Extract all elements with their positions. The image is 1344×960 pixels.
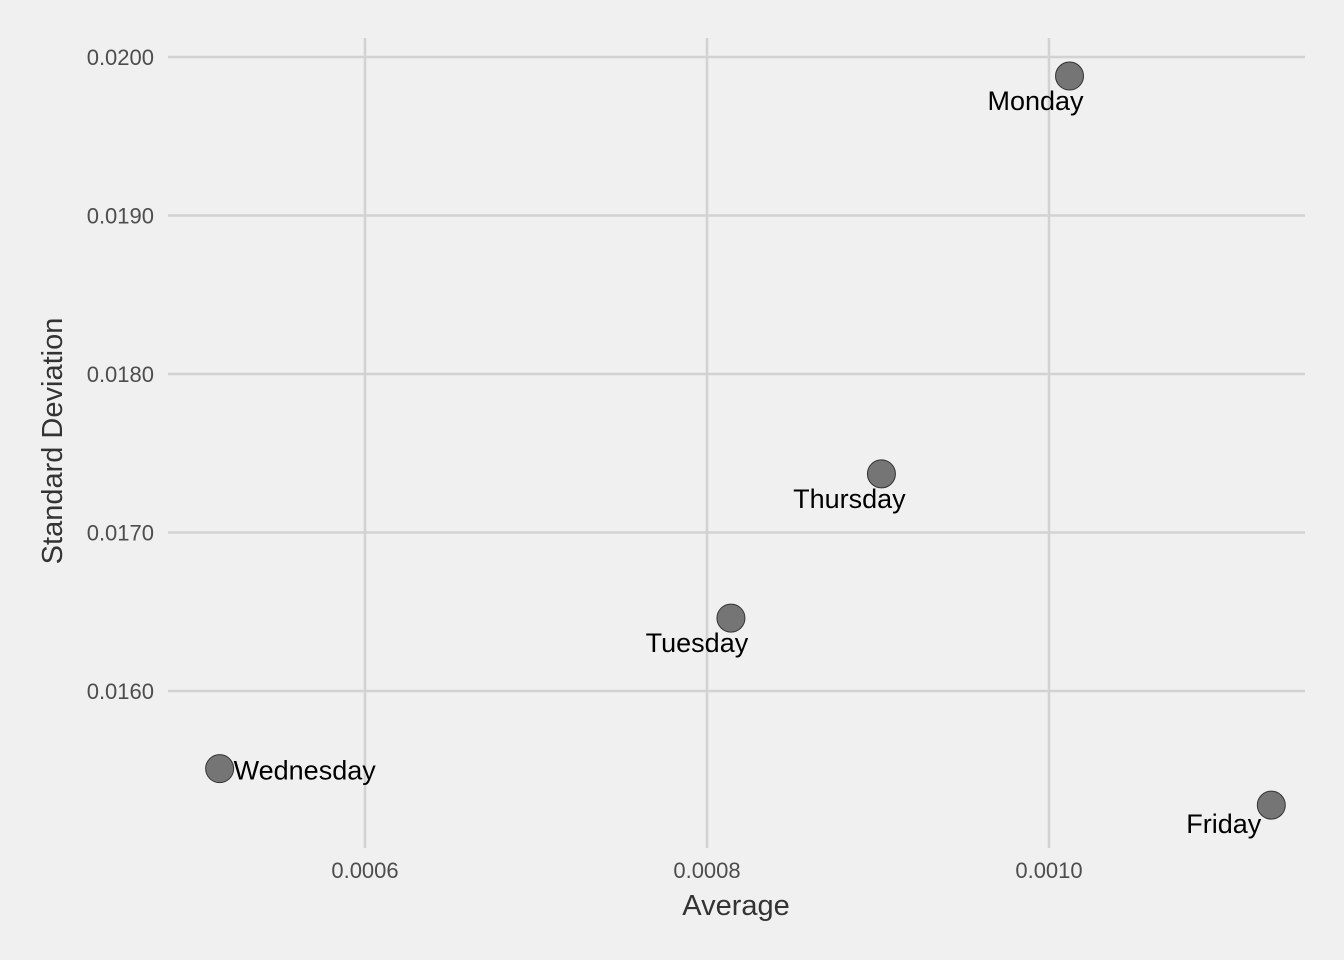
point-label-friday: Friday bbox=[1186, 809, 1262, 839]
y-axis-title: Standard Deviation bbox=[37, 318, 69, 565]
data-point-monday bbox=[1055, 61, 1085, 91]
x-tick-label: 0.0010 bbox=[1015, 858, 1082, 883]
x-tick-label: 0.0008 bbox=[673, 858, 740, 883]
data-point-wednesday bbox=[205, 754, 235, 784]
point-label-thursday: Thursday bbox=[793, 484, 906, 514]
point-labels: Monday Tuesday Wednesday Thursday Friday bbox=[234, 86, 1262, 839]
y-tick-label: 0.0200 bbox=[87, 45, 154, 70]
gridlines bbox=[168, 38, 1305, 848]
x-axis-title: Average bbox=[682, 890, 790, 922]
point-label-tuesday: Tuesday bbox=[646, 628, 749, 658]
point-label-monday: Monday bbox=[987, 86, 1084, 116]
y-tick-label: 0.0160 bbox=[87, 679, 154, 704]
data-point-tuesday bbox=[716, 603, 746, 633]
x-tick-label: 0.0006 bbox=[331, 858, 398, 883]
data-point-thursday bbox=[866, 459, 896, 489]
tick-labels: 0.0160 0.0170 0.0180 0.0190 0.0200 0.0006 0.00… bbox=[87, 45, 1083, 883]
y-tick-label: 0.0170 bbox=[87, 521, 154, 546]
point-label-wednesday: Wednesday bbox=[234, 756, 377, 786]
data-point-friday bbox=[1256, 790, 1286, 820]
y-tick-label: 0.0190 bbox=[87, 204, 154, 229]
y-tick-label: 0.0180 bbox=[87, 362, 154, 387]
data-points bbox=[205, 61, 1286, 820]
